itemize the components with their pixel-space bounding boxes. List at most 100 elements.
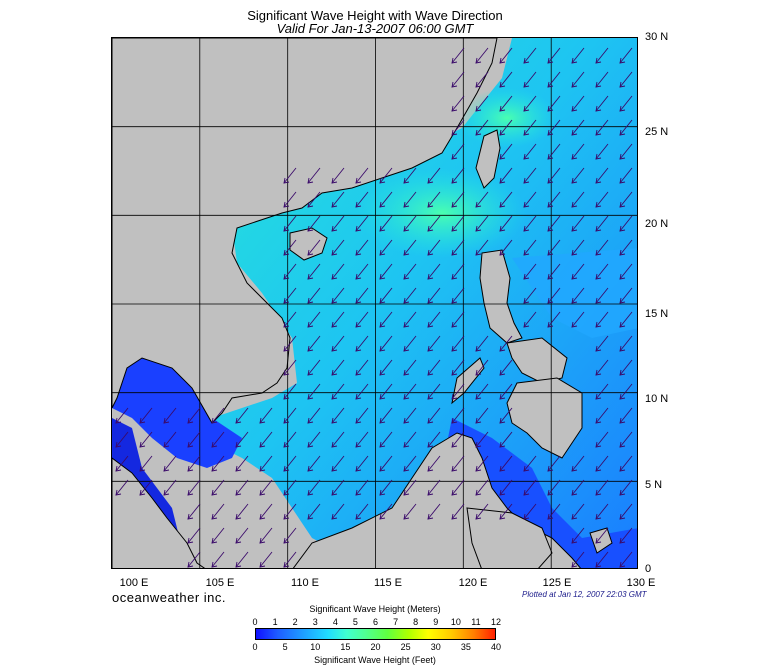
wave-arrow bbox=[403, 503, 417, 520]
meter-tick: 9 bbox=[433, 617, 439, 627]
feet-tick: 0 bbox=[252, 642, 258, 652]
meter-tick: 5 bbox=[352, 617, 358, 627]
feet-tick: 35 bbox=[460, 642, 471, 652]
wave-arrow bbox=[187, 455, 201, 472]
hainan bbox=[289, 227, 328, 261]
wave-arrow bbox=[523, 191, 537, 208]
colorbar bbox=[255, 628, 496, 640]
wave-arrow bbox=[427, 407, 441, 424]
wave-arrow bbox=[547, 239, 561, 256]
wave-arrow bbox=[451, 479, 465, 496]
wave-arrow bbox=[595, 47, 609, 64]
wave-arrow bbox=[355, 359, 369, 376]
wave-arrow bbox=[475, 47, 489, 64]
wave-arrow bbox=[235, 431, 249, 448]
wave-arrow bbox=[475, 479, 489, 496]
wave-arrow bbox=[619, 167, 633, 184]
map-panel[interactable] bbox=[111, 37, 638, 569]
wave-arrow bbox=[619, 407, 633, 424]
wave-arrow bbox=[403, 407, 417, 424]
wave-arrow bbox=[331, 191, 345, 208]
wave-arrow bbox=[475, 215, 489, 232]
mindanao bbox=[506, 377, 583, 459]
wave-arrow bbox=[379, 383, 393, 400]
wave-arrow bbox=[331, 167, 345, 184]
wave-arrow bbox=[307, 431, 321, 448]
meter-tick: 6 bbox=[372, 617, 379, 627]
wave-arrow bbox=[619, 479, 633, 496]
meter-tick: 8 bbox=[413, 617, 419, 627]
wave-arrow bbox=[619, 71, 633, 88]
wave-arrow bbox=[499, 479, 513, 496]
wave-arrow bbox=[403, 455, 417, 472]
wave-arrow bbox=[283, 503, 297, 520]
wave-arrow bbox=[283, 311, 297, 328]
wave-arrow bbox=[547, 167, 561, 184]
wave-arrow bbox=[235, 527, 249, 544]
wave-arrow bbox=[451, 263, 465, 280]
wave-arrow bbox=[571, 215, 585, 232]
wave-arrow bbox=[115, 479, 129, 496]
wave-height-map bbox=[112, 38, 637, 568]
wave-arrow bbox=[619, 335, 633, 352]
wave-arrow bbox=[595, 503, 609, 520]
wave-arrow bbox=[307, 455, 321, 472]
wave-arrow bbox=[403, 167, 417, 184]
lon-label-115: 115 E bbox=[374, 577, 402, 589]
feet-tick: 10 bbox=[310, 642, 321, 652]
wave-arrow bbox=[619, 47, 633, 64]
wave-arrow bbox=[475, 95, 489, 112]
wave-arrow bbox=[523, 263, 537, 280]
wave-arrow bbox=[619, 263, 633, 280]
wave-arrow bbox=[571, 191, 585, 208]
wave-arrow bbox=[427, 287, 441, 304]
wave-arrow bbox=[235, 479, 249, 496]
wave-arrow bbox=[163, 407, 177, 424]
wave-arrow bbox=[523, 479, 537, 496]
feet-tick: 20 bbox=[370, 642, 381, 652]
wave-arrow bbox=[499, 359, 513, 376]
wave-arrow bbox=[547, 479, 561, 496]
wave-arrow bbox=[259, 551, 273, 568]
wave-arrow bbox=[283, 455, 297, 472]
wave-arrow bbox=[403, 479, 417, 496]
wave-arrow bbox=[595, 527, 609, 544]
wave-arrow bbox=[619, 431, 633, 448]
wave-arrow bbox=[451, 503, 465, 520]
wave-arrow bbox=[499, 383, 513, 400]
wave-arrow bbox=[331, 503, 345, 520]
wave-arrow bbox=[379, 431, 393, 448]
wave-arrow bbox=[427, 383, 441, 400]
gulf-of-thailand-zone bbox=[112, 353, 242, 468]
wave-arrow bbox=[355, 479, 369, 496]
wave-arrow bbox=[475, 335, 489, 352]
wave-arrow bbox=[187, 503, 201, 520]
wave-arrow bbox=[211, 455, 225, 472]
wave-arrow bbox=[475, 119, 489, 136]
wave-arrow bbox=[283, 431, 297, 448]
wave-arrow bbox=[427, 335, 441, 352]
wave-arrow bbox=[331, 215, 345, 232]
wave-arrow bbox=[571, 503, 585, 520]
wave-arrow bbox=[283, 263, 297, 280]
wave-arrow bbox=[115, 407, 129, 424]
wave-arrow bbox=[139, 407, 153, 424]
wave-arrow bbox=[451, 119, 465, 136]
wave-arrow bbox=[547, 215, 561, 232]
taiwan bbox=[475, 129, 501, 189]
wave-arrow bbox=[523, 95, 537, 112]
wave-arrow bbox=[235, 551, 249, 568]
wave-arrow bbox=[619, 239, 633, 256]
wave-arrow bbox=[427, 311, 441, 328]
sulawesi-north bbox=[466, 507, 553, 568]
chart-subtitle: Valid For Jan-13-2007 06:00 GMT bbox=[276, 21, 474, 36]
wave-arrow bbox=[595, 167, 609, 184]
wave-arrow bbox=[595, 143, 609, 160]
wave-arrow bbox=[547, 95, 561, 112]
wave-arrow bbox=[547, 47, 561, 64]
wave-arrow bbox=[595, 239, 609, 256]
wave-arrow bbox=[499, 47, 513, 64]
wave-arrow bbox=[307, 311, 321, 328]
lon-label-130: 130 E bbox=[626, 577, 656, 589]
wave-arrow bbox=[499, 503, 513, 520]
